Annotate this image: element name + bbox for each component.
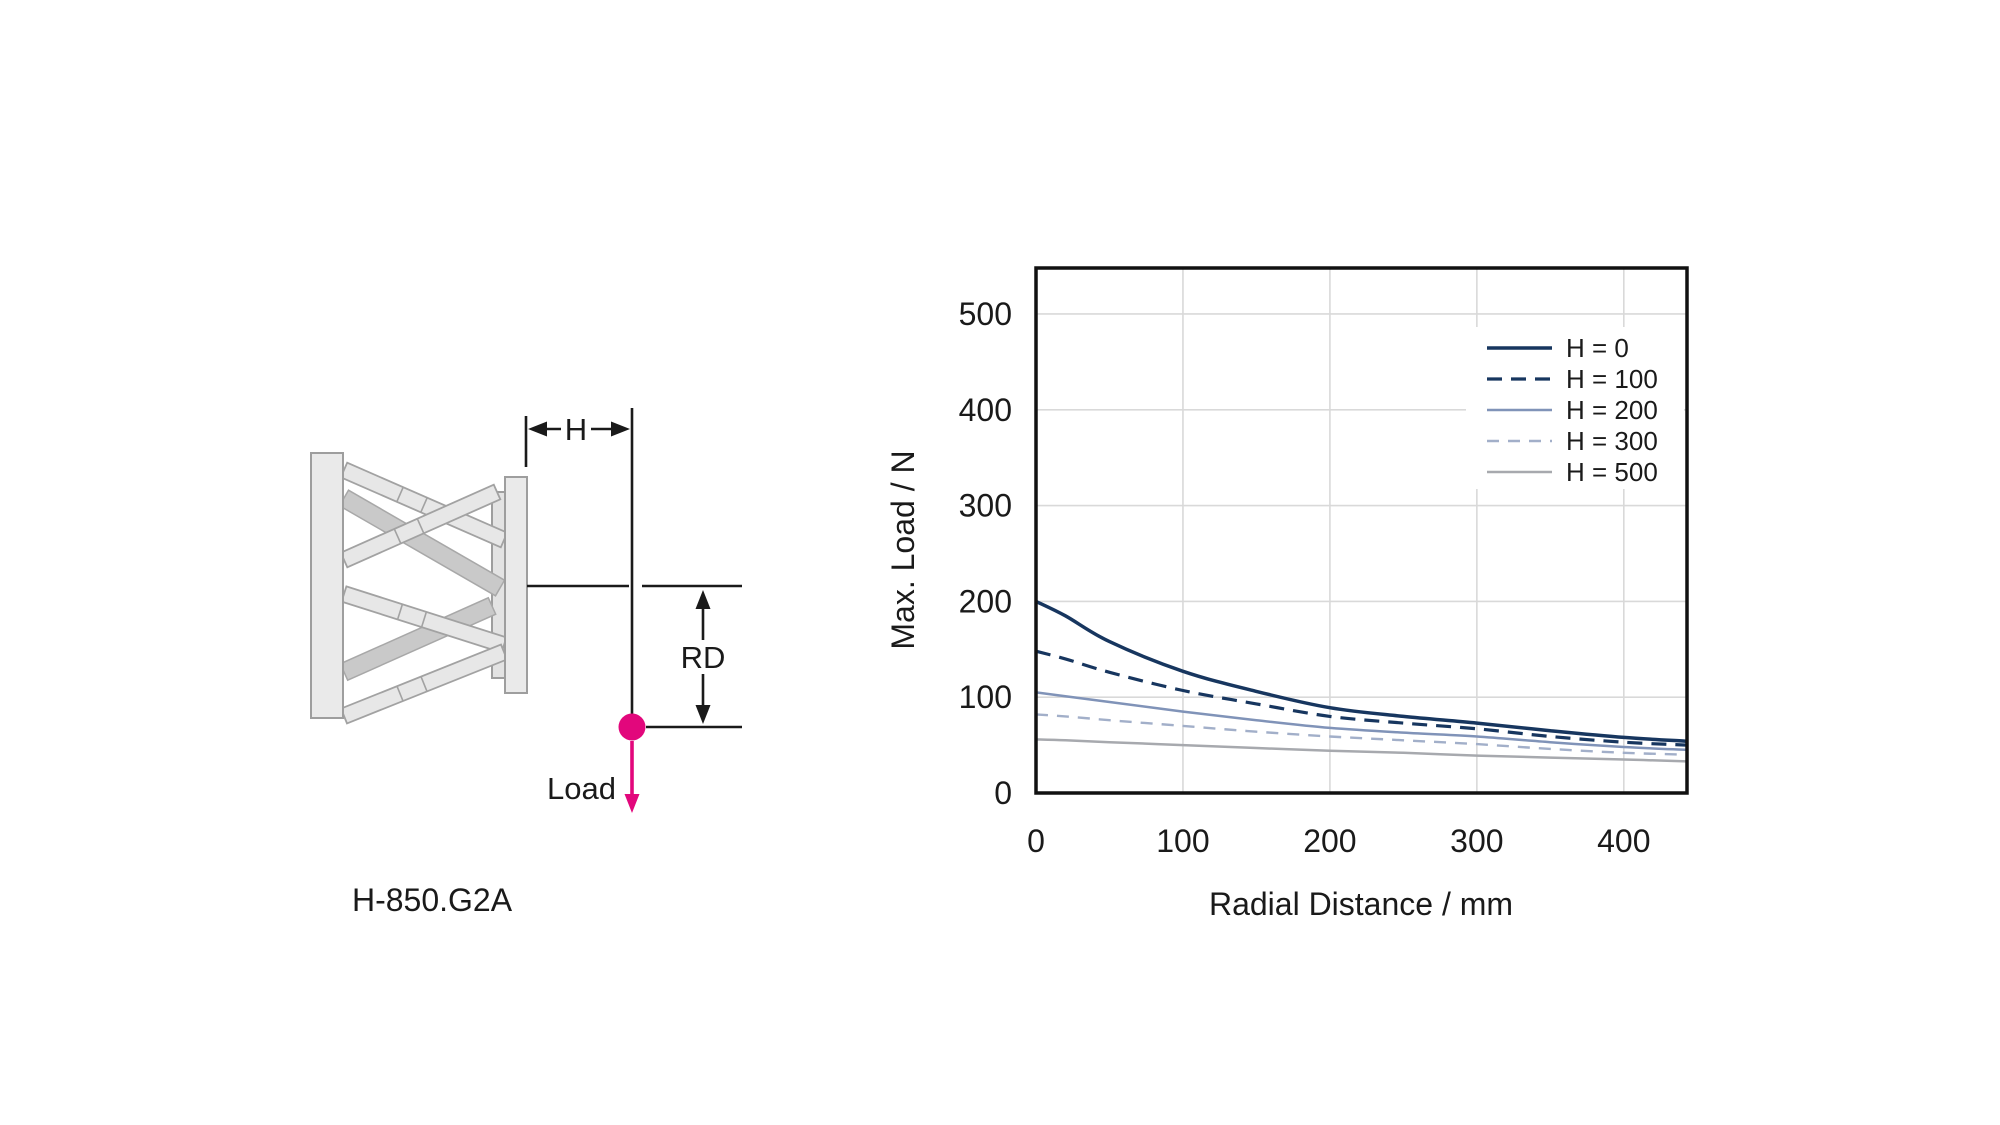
x-tick-label: 400 xyxy=(1597,823,1650,859)
arrowhead-down-icon xyxy=(695,705,711,724)
arrowhead-left-icon xyxy=(528,421,547,437)
dimension-rd-label: RD xyxy=(681,640,726,675)
y-tick-label: 300 xyxy=(959,488,1012,524)
strut-joint xyxy=(396,603,404,620)
legend-item-label: H = 500 xyxy=(1566,457,1658,487)
strut-joint xyxy=(396,685,404,702)
hexapod-diagram: H RD Load H-850.G2A xyxy=(310,408,742,918)
x-tick-label: 300 xyxy=(1450,823,1503,859)
x-axis-tick-labels: 0 100 200 300 400 xyxy=(1027,823,1650,859)
y-tick-label: 200 xyxy=(959,583,1012,619)
load-point-icon xyxy=(618,713,646,741)
load-arrowhead-icon xyxy=(624,794,640,813)
load-label: Load xyxy=(547,771,616,806)
strut-joint xyxy=(416,518,425,534)
curve-H=500 xyxy=(1036,738,1687,763)
x-tick-label: 0 xyxy=(1027,823,1045,859)
y-axis-title: Max. Load / N xyxy=(885,450,921,649)
strut-joint xyxy=(396,486,404,503)
x-tick-label: 100 xyxy=(1156,823,1209,859)
legend-item-label: H = 0 xyxy=(1566,333,1629,363)
arrowhead-right-icon xyxy=(611,421,630,437)
legend-item-label: H = 200 xyxy=(1566,395,1658,425)
legend-item-label: H = 100 xyxy=(1566,364,1658,394)
chart-grid xyxy=(1036,268,1687,793)
curve-H=200 xyxy=(1036,691,1687,752)
curve-H=300 xyxy=(1036,713,1687,756)
y-tick-label: 400 xyxy=(959,392,1012,428)
diagram-caption: H-850.G2A xyxy=(352,882,513,918)
x-tick-label: 200 xyxy=(1303,823,1356,859)
strut-joint xyxy=(393,528,402,544)
legend-background xyxy=(1466,327,1684,489)
base-plate xyxy=(310,452,344,719)
strut-joint xyxy=(420,676,428,692)
x-axis-title: Radial Distance / mm xyxy=(1209,886,1513,922)
y-tick-label: 500 xyxy=(959,296,1012,332)
curve-H=100 xyxy=(1036,649,1687,747)
curve-H=0 xyxy=(1036,599,1687,744)
strut-joint xyxy=(420,611,428,628)
chart-curves xyxy=(1036,599,1687,763)
plot-border xyxy=(1034,266,1689,795)
y-tick-label: 0 xyxy=(994,775,1012,811)
arrowhead-up-icon xyxy=(695,590,711,609)
dimension-h-label: H xyxy=(565,412,587,447)
legend-item-label: H = 300 xyxy=(1566,426,1658,456)
platform-front-plate xyxy=(504,476,528,694)
strut-joint xyxy=(420,497,428,513)
y-axis-tick-labels: 0 100 200 300 400 500 xyxy=(959,296,1012,811)
y-tick-label: 100 xyxy=(959,679,1012,715)
